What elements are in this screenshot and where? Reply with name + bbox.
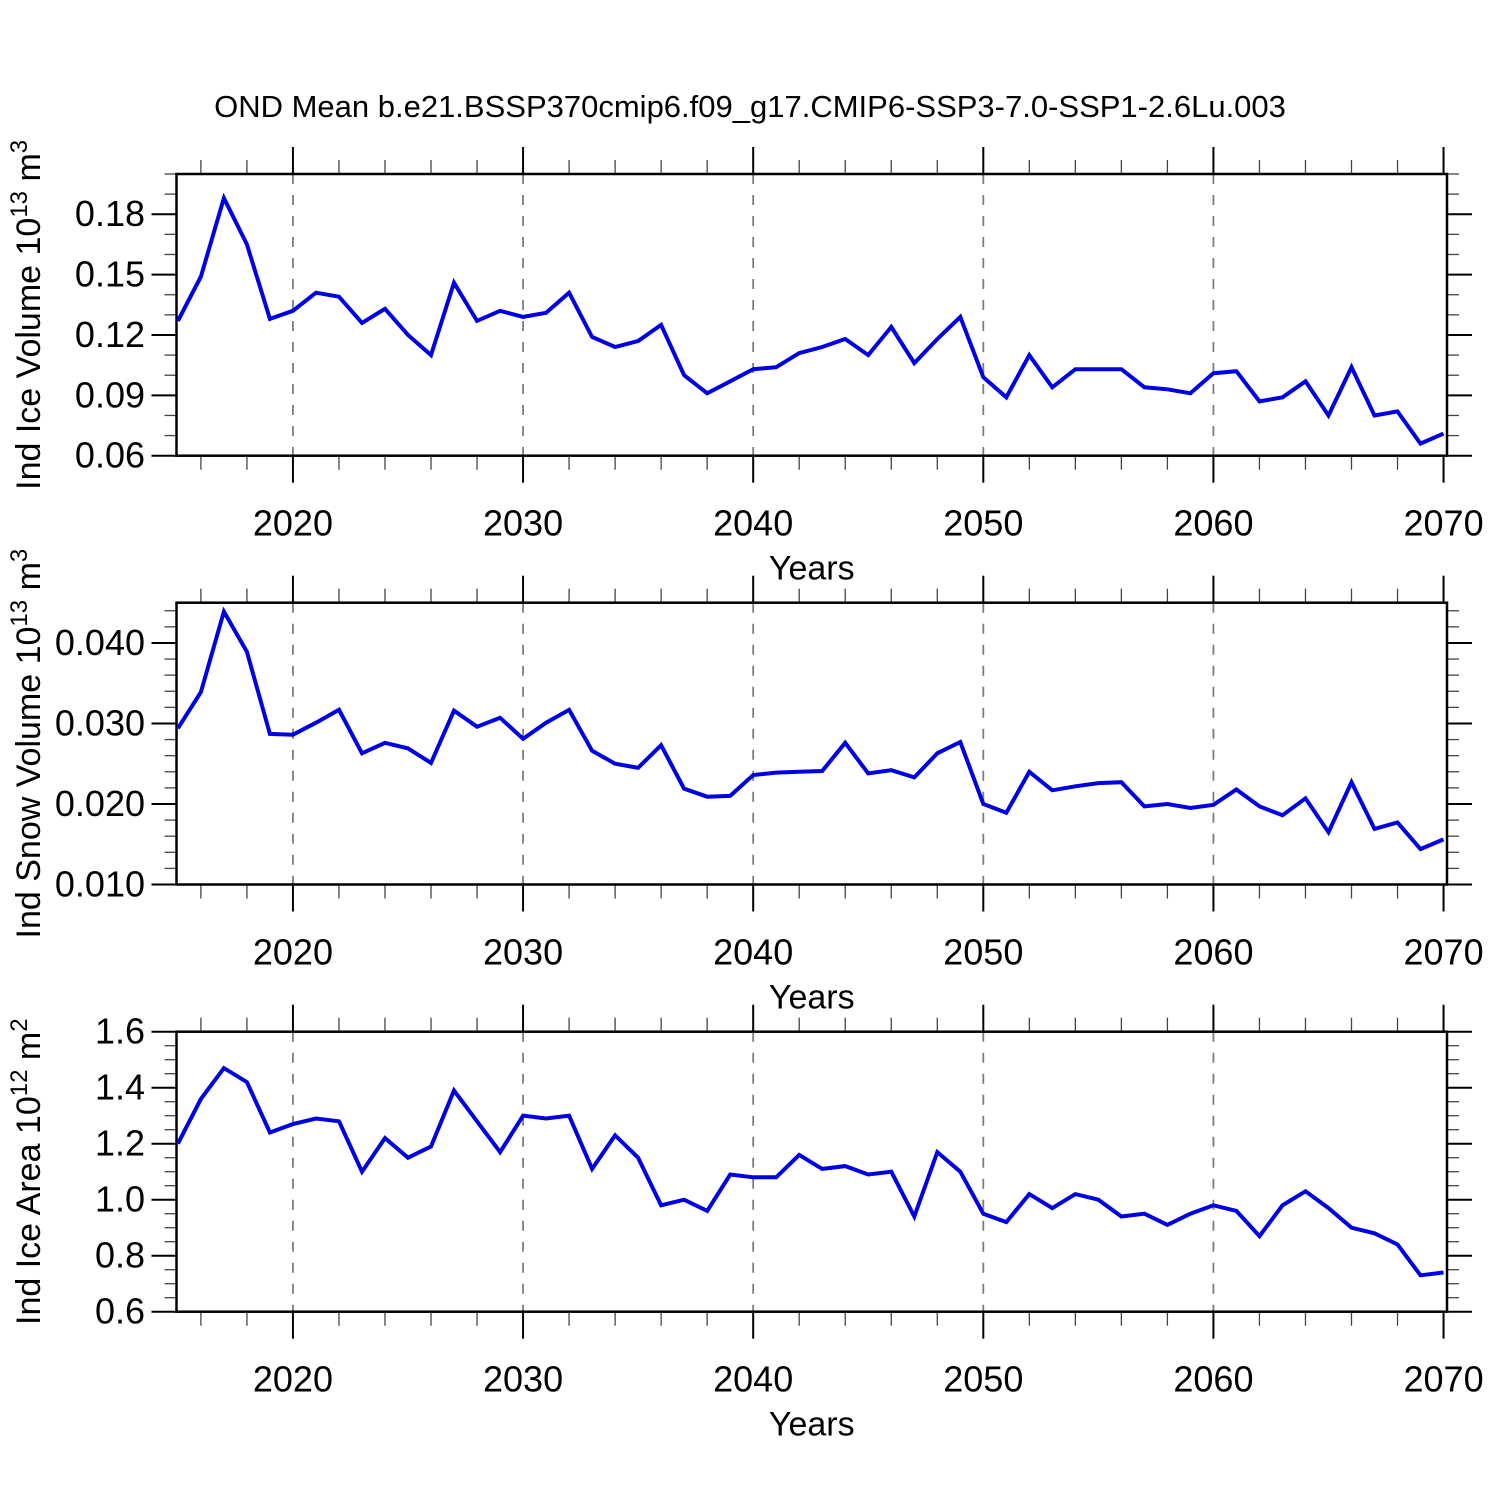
x-tick-label: 2030 bbox=[483, 932, 563, 973]
x-tick-label: 2060 bbox=[1173, 932, 1253, 973]
x-tick-label: 2020 bbox=[253, 503, 333, 544]
y-tick-label: 0.09 bbox=[75, 374, 145, 415]
panel-ind-ice-area: 2020 2030 2040 2050 2060 2070 0.6 0.8 1.0 1.2 1.4 1… bbox=[6, 1004, 1484, 1444]
y-axis-title-ind-snow-volume: Ind Snow Volume 1013 m3 bbox=[6, 549, 48, 939]
y-tick-label: 0.15 bbox=[75, 254, 145, 295]
y-tick-label: 1.6 bbox=[95, 1011, 145, 1052]
y-tick-label: 0.12 bbox=[75, 314, 145, 355]
x-tick-label: 2050 bbox=[943, 503, 1023, 544]
y-tick-label: 0.8 bbox=[95, 1235, 145, 1276]
y-tick-label: 0.18 bbox=[75, 193, 145, 234]
x-axis-title: Years bbox=[769, 979, 855, 1017]
panel-ind-snow-volume: 2020 2030 2040 2050 2060 2070 0.010 0.020 0.030 0… bbox=[6, 549, 1484, 1017]
y-tick-label: 1.4 bbox=[95, 1067, 145, 1108]
panels-group: 2020 2030 2040 2050 2060 2070 0.06 0.09 0.12 0.15… bbox=[6, 140, 1484, 1444]
x-tick-label: 2020 bbox=[253, 932, 333, 973]
x-tick-label: 2050 bbox=[943, 932, 1023, 973]
x-tick-label: 2020 bbox=[253, 1359, 333, 1400]
chart-title: OND Mean b.e21.BSSP370cmip6.f09_g17.CMIP… bbox=[214, 89, 1286, 124]
x-tick-label: 2030 bbox=[483, 1359, 563, 1400]
y-tick-label: 0.020 bbox=[55, 783, 145, 824]
y-tick-label: 0.010 bbox=[55, 864, 145, 905]
series-line-ind-snow-volume bbox=[176, 606, 1445, 852]
panel-ind-ice-volume: 2020 2030 2040 2050 2060 2070 0.06 0.09 0.12 0.15… bbox=[6, 140, 1484, 588]
x-tick-label: 2070 bbox=[1404, 932, 1484, 973]
panel-frame bbox=[175, 601, 1449, 886]
y-tick-label: 1.0 bbox=[95, 1179, 145, 1220]
x-axis-title: Years bbox=[769, 550, 855, 588]
y-tick-label: 0.06 bbox=[75, 435, 145, 476]
x-tick-label: 2060 bbox=[1173, 1359, 1253, 1400]
x-tick-label: 2030 bbox=[483, 503, 563, 544]
y-axis-title-ind-ice-volume: Ind Ice Volume 1013 m3 bbox=[6, 140, 48, 490]
y-axis-title-ind-ice-area: Ind Ice Area 1012 m2 bbox=[6, 1018, 48, 1325]
x-tick-label: 2040 bbox=[713, 1359, 793, 1400]
x-tick-label: 2060 bbox=[1173, 503, 1253, 544]
series-line-ind-ice-volume bbox=[176, 192, 1445, 447]
x-tick-label: 2040 bbox=[713, 503, 793, 544]
y-tick-label: 0.030 bbox=[55, 702, 145, 743]
panel-frame bbox=[175, 172, 1449, 457]
x-tick-label: 2070 bbox=[1404, 503, 1484, 544]
x-axis-title: Years bbox=[769, 1406, 855, 1444]
series-line-ind-ice-area bbox=[176, 1065, 1444, 1278]
y-tick-label: 1.2 bbox=[95, 1123, 145, 1164]
x-tick-label: 2050 bbox=[943, 1359, 1023, 1400]
x-tick-label: 2040 bbox=[713, 932, 793, 973]
panel-frame bbox=[175, 1030, 1449, 1313]
y-tick-label: 0.040 bbox=[55, 622, 145, 663]
y-tick-label: 0.6 bbox=[95, 1291, 145, 1332]
x-tick-label: 2070 bbox=[1404, 1359, 1484, 1400]
